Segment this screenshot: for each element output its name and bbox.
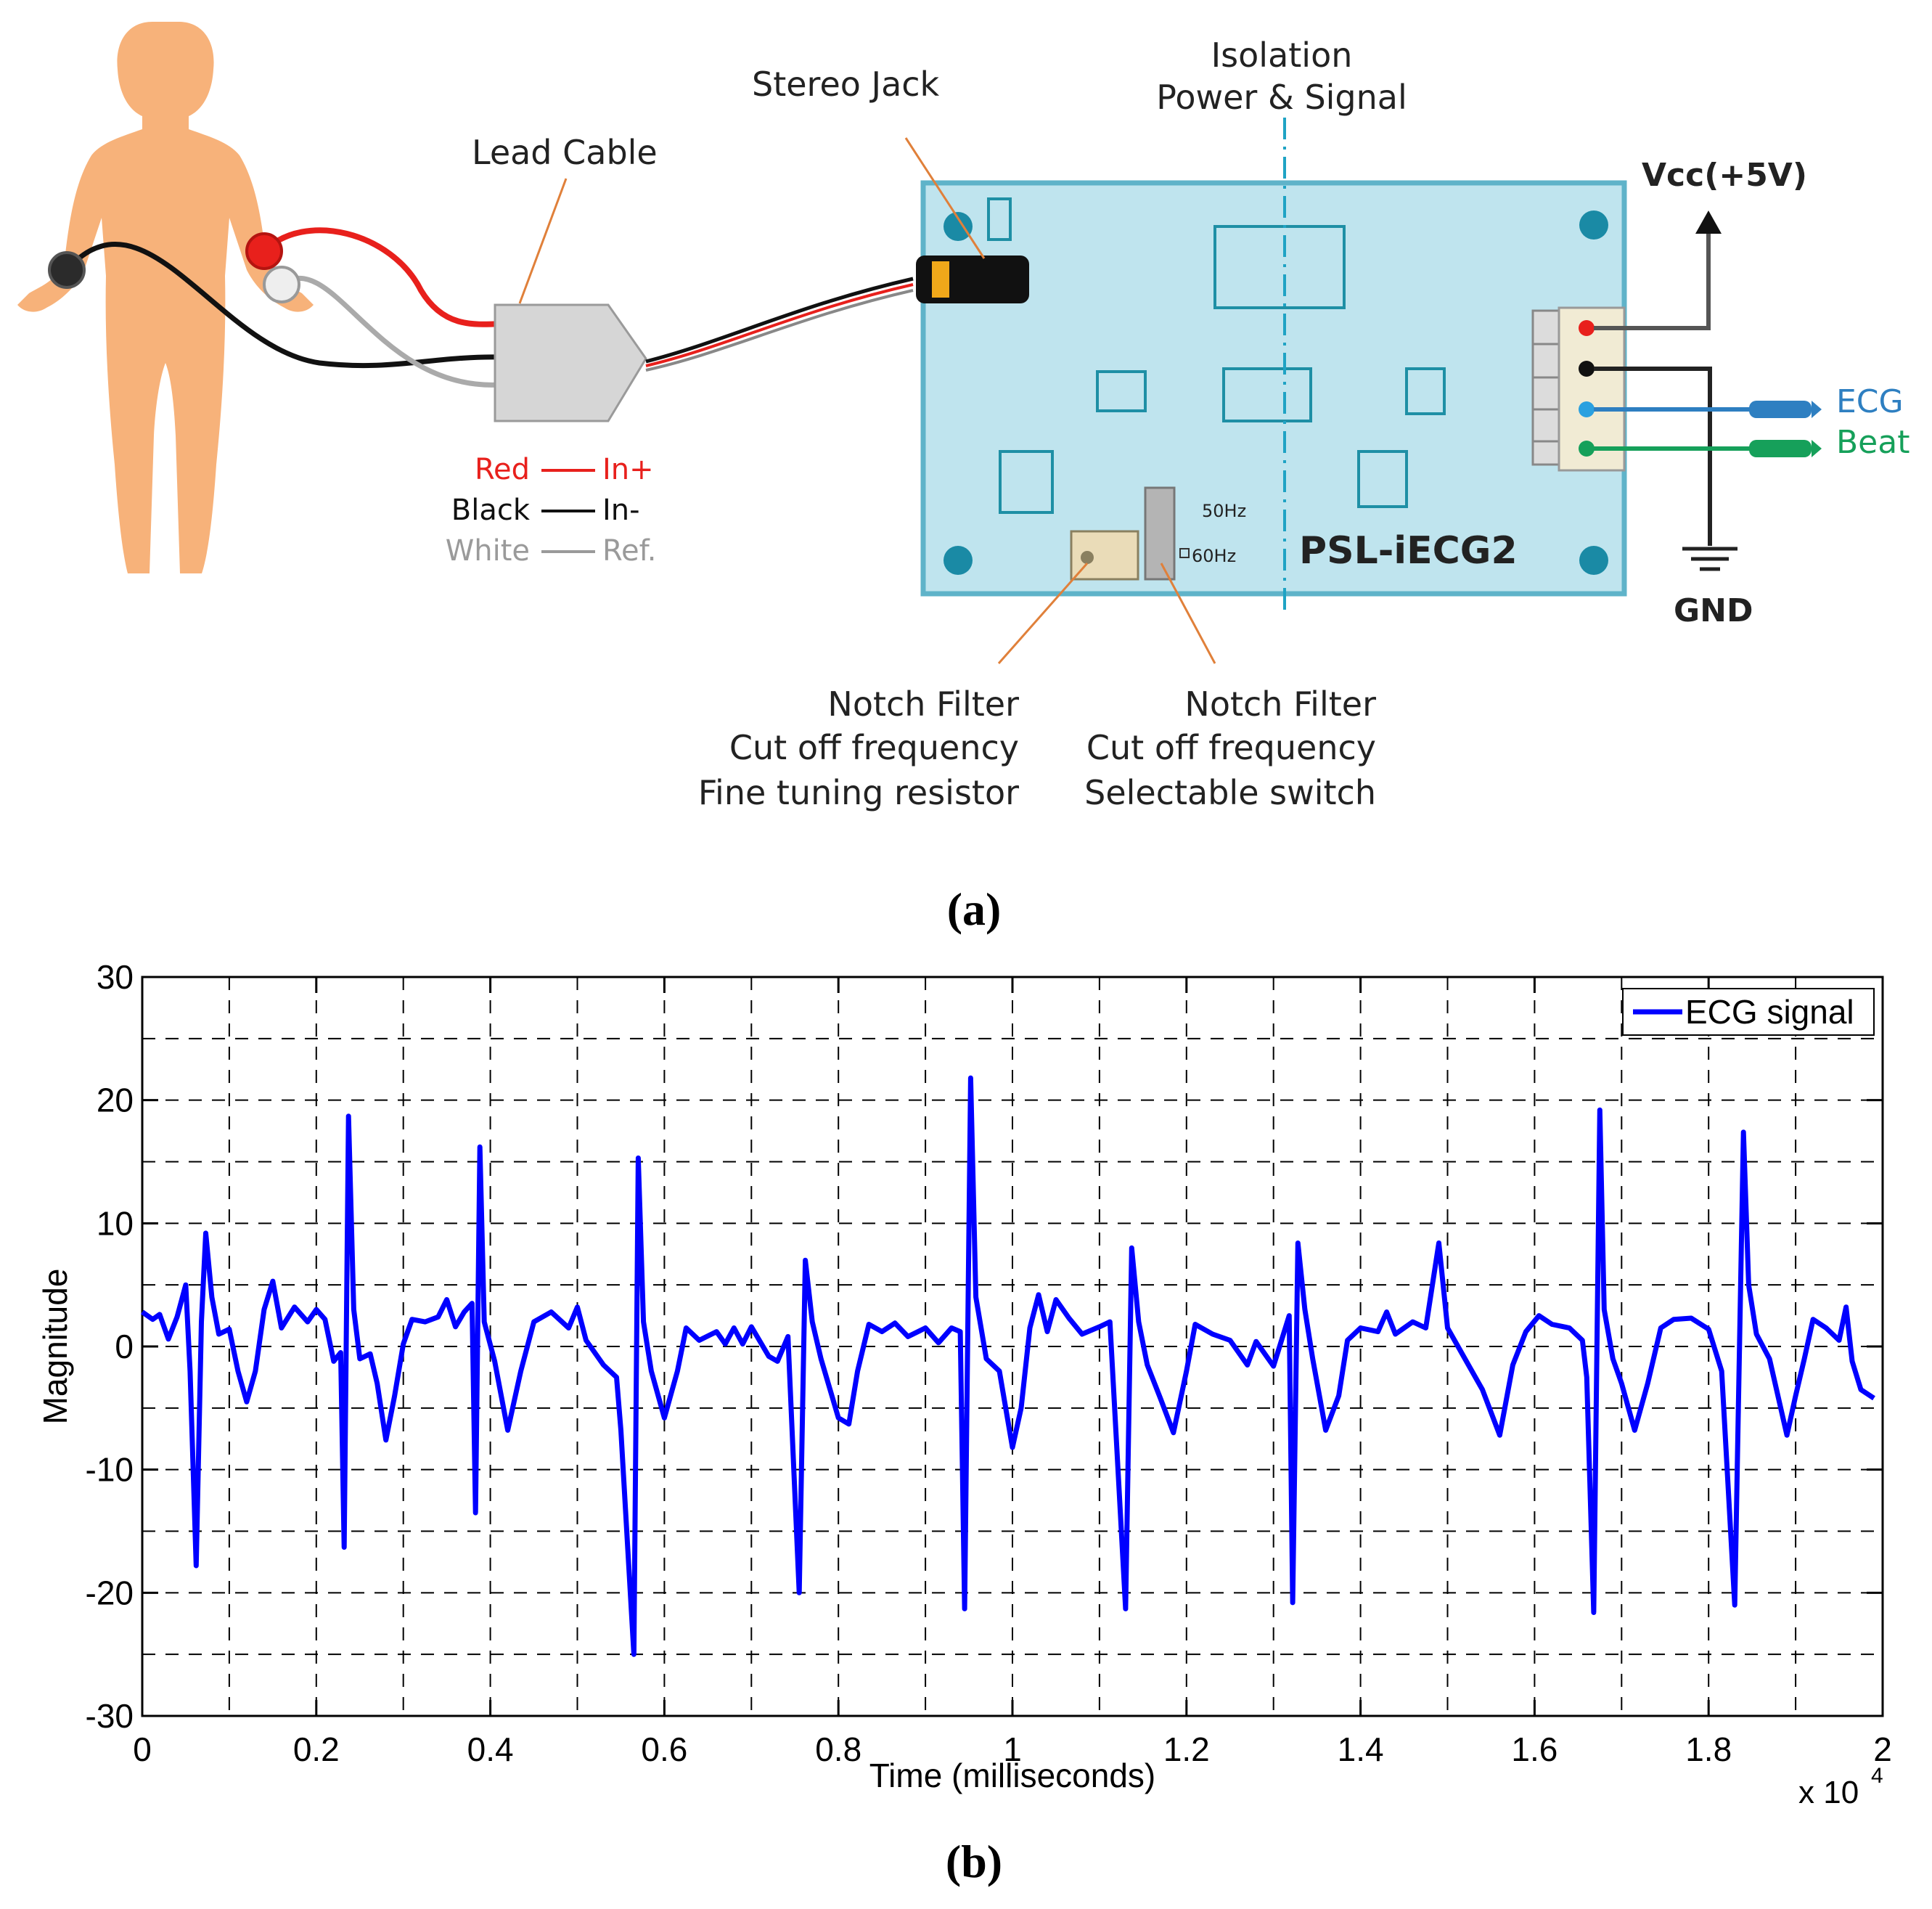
ecg-plug-tip: [1812, 401, 1822, 418]
pin-vcc: [1579, 320, 1595, 336]
x-tick-label: 1.8: [1685, 1730, 1732, 1768]
ground-symbol-icon: [1682, 547, 1737, 571]
panel-b-caption: (b): [946, 1836, 1002, 1887]
vcc-arrow-icon: [1695, 210, 1722, 234]
x-tick-label: 0.2: [293, 1730, 340, 1768]
cable-red: [645, 283, 914, 367]
beat-plug: [1749, 440, 1812, 457]
human-body-figure: [17, 22, 314, 573]
beat-plug-tip: [1812, 440, 1822, 457]
gnd-label: GND: [1674, 592, 1753, 629]
beat-output-label: Beat: [1836, 424, 1910, 461]
cable-black: [645, 277, 914, 364]
black-wire: [65, 242, 502, 369]
y-tick-label: 0: [115, 1328, 134, 1365]
switch-50hz-label: 50Hz: [1202, 501, 1246, 521]
legend-red-name: Red: [475, 453, 530, 486]
switch-60hz-marker: [1179, 548, 1190, 558]
panel-a-caption: (a): [947, 883, 1002, 935]
notch-switch-caption: Notch Filter Cut off frequency Selectabl…: [1084, 684, 1376, 812]
legend-black-name: Black: [451, 494, 531, 527]
y-tick-label: -10: [86, 1451, 134, 1489]
y-tick-label: -20: [86, 1574, 134, 1611]
chart-legend: ECG signal: [1622, 988, 1875, 1036]
notch-switch-line2: Cut off frequency: [1086, 728, 1376, 767]
pin-ecg: [1579, 401, 1595, 417]
red-electrode: [245, 232, 283, 270]
x-multiplier-exponent: 4: [1871, 1764, 1883, 1788]
mount-hole: [1579, 546, 1608, 575]
vcc-label: Vcc(+5V): [1642, 157, 1807, 194]
black-electrode: [48, 251, 86, 289]
x-tick-label: 2: [1873, 1730, 1892, 1768]
stereo-jack-connector: [916, 256, 1029, 303]
ecg-output-label: ECG: [1836, 383, 1904, 420]
notch-switch-line3: Selectable switch: [1084, 773, 1376, 812]
resistor-adjust-dot: [1081, 551, 1094, 564]
legend-white-signal: Ref.: [602, 534, 657, 568]
switch-60hz-label: 60Hz: [1192, 546, 1236, 566]
legend-red-signal: In+: [602, 453, 654, 486]
pin-gnd: [1579, 361, 1595, 377]
panel-a-diagram: 50Hz 60Hz PSL-iECG2 Vcc(+5V) GND ECG: [17, 22, 1910, 935]
legend-ecg-label: ECG signal: [1685, 993, 1854, 1031]
leader-lines: [518, 137, 1216, 664]
x-tick-label: 0.8: [815, 1730, 861, 1768]
wire-color-legend: Red In+ Black In- White Ref.: [446, 453, 657, 568]
y-tick-label: -30: [86, 1697, 134, 1735]
cable-white: [645, 289, 914, 372]
x-tick-label: 0.6: [641, 1730, 687, 1768]
x-multiplier-label: x 10: [1798, 1775, 1859, 1810]
pcb-board: [920, 180, 1627, 597]
notch-switch-line1: Notch Filter: [1184, 684, 1376, 724]
notch-resistor-caption: Notch Filter Cut off frequency Fine tuni…: [698, 684, 1019, 812]
isolation-label-line1: Isolation: [1211, 36, 1353, 75]
x-tick-label: 1: [1003, 1730, 1022, 1768]
legend-white-name: White: [446, 534, 530, 568]
x-axis-label: Time (milliseconds): [869, 1757, 1155, 1794]
isolation-label-line2: Power & Signal: [1156, 78, 1407, 117]
notch-selectable-switch: [1144, 486, 1176, 581]
header-dividers: [1533, 343, 1562, 443]
notch-resistor-line2: Cut off frequency: [729, 728, 1019, 767]
x-tick-label: 0: [133, 1730, 152, 1768]
y-axis-label: Magnitude: [36, 1269, 74, 1425]
stereo-jack-label: Stereo Jack: [752, 65, 940, 104]
mount-hole: [944, 212, 973, 241]
lead-cable-junction: [494, 303, 647, 422]
y-tick-label: 20: [97, 1082, 134, 1119]
white-electrode: [263, 266, 300, 303]
x-tick-label: 1.6: [1511, 1730, 1558, 1768]
mount-hole: [944, 546, 973, 575]
x-tick-label: 1.2: [1163, 1730, 1210, 1768]
chart-series: [140, 1075, 1875, 1657]
board-name: PSL-iECG2: [1299, 529, 1518, 573]
notch-resistor-line3: Fine tuning resistor: [698, 773, 1019, 812]
x-tick-label: 0.4: [467, 1730, 514, 1768]
white-wire: [279, 276, 502, 388]
ecg-plug: [1749, 401, 1812, 418]
y-tick-label: 30: [97, 958, 134, 996]
red-wire: [262, 227, 502, 327]
gnd-wire: [1594, 367, 1712, 546]
notch-resistor-line1: Notch Filter: [827, 684, 1019, 724]
y-tick-label: 10: [97, 1204, 134, 1242]
legend-black-signal: In-: [602, 494, 640, 527]
header-housing: [1531, 309, 1563, 466]
ecg-signal-line: [140, 1075, 1875, 1657]
vcc-wire: [1594, 231, 1711, 330]
x-tick-label: 1.4: [1338, 1730, 1384, 1768]
mount-hole: [1579, 210, 1608, 240]
pin-beat: [1579, 441, 1595, 457]
chart-ticks: 0 0.2 0.4 0.6 0.8 1 1.2 1.4 1.6 1.8 2 -30 -20 -10 0 10 2…: [86, 958, 1892, 1768]
lead-cable-label: Lead Cable: [472, 133, 658, 172]
ecg-chart: 0 0.2 0.4 0.6 0.8 1 1.2 1.4 1.6 1.8 2 -30 -20 -10 0 10 2…: [36, 958, 1892, 1887]
board-components: [987, 197, 1446, 514]
